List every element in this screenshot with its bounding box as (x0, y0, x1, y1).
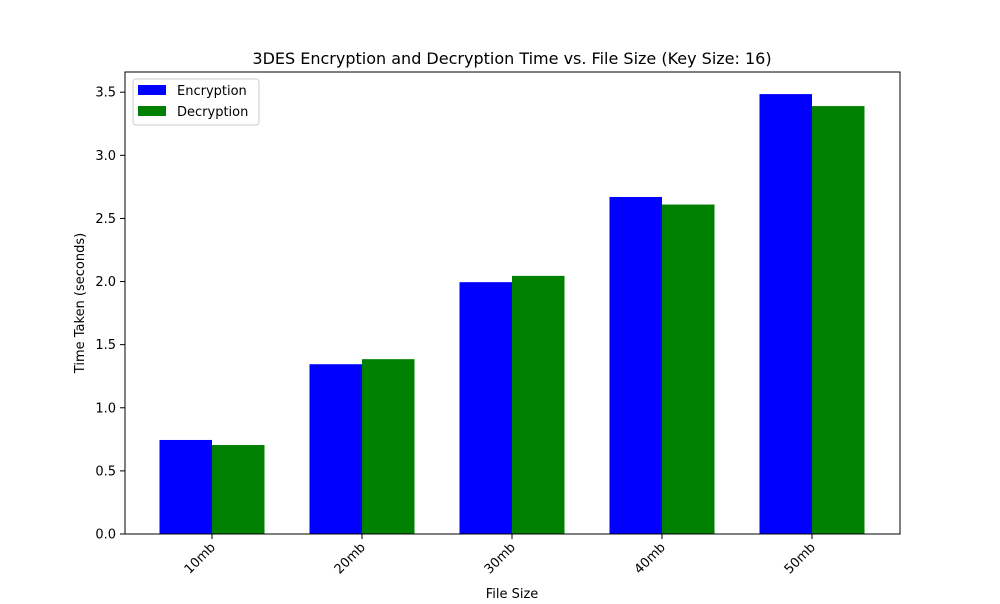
bar-decryption-30mb (512, 275, 565, 534)
x-axis-label: File Size (486, 587, 539, 600)
bar-encryption-30mb (459, 282, 512, 534)
bar-encryption-10mb (159, 439, 212, 534)
y-axis-label: Time Taken (seconds) (73, 233, 88, 374)
bar-decryption-50mb (812, 106, 865, 534)
y-tick-label: 2.0 (95, 275, 116, 290)
legend-label-encryption: Encryption (177, 84, 247, 99)
chart-title: 3DES Encryption and Decryption Time vs. … (252, 49, 771, 68)
legend-label-decryption: Decryption (177, 105, 248, 120)
legend-swatch-encryption (138, 85, 166, 95)
y-tick-label: 0.0 (95, 528, 116, 543)
bar-decryption-20mb (362, 359, 415, 534)
bar-encryption-50mb (759, 94, 812, 534)
bars-layer (159, 94, 865, 535)
y-tick-label: 3.5 (95, 86, 116, 101)
y-axis: 0.0 0.5 1.0 1.5 2.0 2.5 3.0 3.5 (95, 86, 125, 543)
legend-swatch-decryption (138, 106, 166, 116)
bar-decryption-40mb (662, 204, 715, 535)
y-tick-label: 3.0 (95, 149, 116, 164)
y-tick-label: 2.5 (95, 212, 116, 227)
bar-encryption-20mb (309, 364, 362, 534)
y-tick-label: 0.5 (95, 464, 116, 479)
y-tick-label: 1.5 (95, 338, 116, 353)
bar-decryption-10mb (212, 445, 265, 534)
y-tick-label: 1.0 (95, 401, 116, 416)
legend: Encryption Decryption (132, 78, 260, 126)
bar-encryption-40mb (609, 196, 662, 534)
